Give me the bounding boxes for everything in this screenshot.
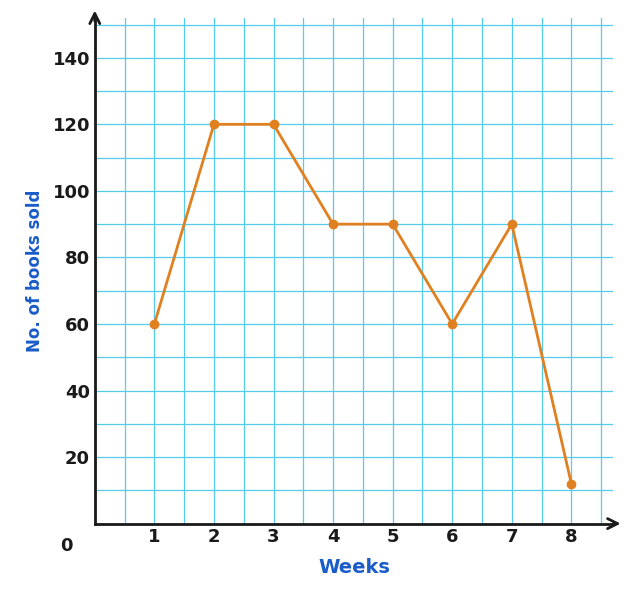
Text: 0: 0: [60, 537, 73, 555]
Y-axis label: No. of books sold: No. of books sold: [26, 190, 44, 352]
X-axis label: Weeks: Weeks: [318, 558, 390, 577]
